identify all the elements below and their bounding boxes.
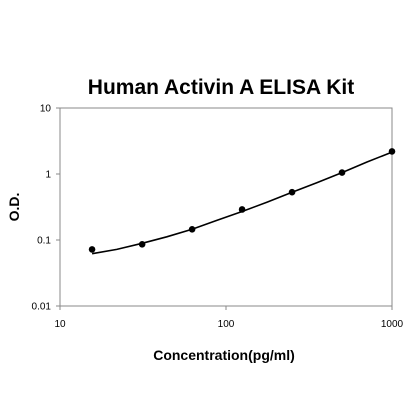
data-point <box>88 246 96 253</box>
x-tick-label: 1000 <box>381 319 404 330</box>
data-point <box>238 206 246 213</box>
y-tick-label: 1 <box>45 170 51 181</box>
chart-title: Human Activin A ELISA Kit <box>88 76 354 99</box>
data-point <box>388 148 396 155</box>
x-tick-label: 10 <box>54 319 66 330</box>
y-tick-label: 0.01 <box>32 302 52 313</box>
plot-area <box>59 107 393 307</box>
fit-curve <box>91 151 393 255</box>
y-tick-label: 0.1 <box>37 236 51 247</box>
x-axis-label: Concentration(pg/ml) <box>153 347 295 363</box>
y-tick-label: 10 <box>40 104 52 115</box>
data-points <box>88 148 396 253</box>
data-point <box>338 169 346 176</box>
x-tick-label: 100 <box>218 319 235 330</box>
x-axis: 10 100 1000 <box>54 306 404 330</box>
y-axis-label: O.D. <box>6 193 22 222</box>
data-point <box>138 241 146 248</box>
data-point <box>188 226 196 233</box>
data-point <box>288 188 296 196</box>
y-axis: 10 1 0.1 0.01 <box>32 104 60 313</box>
